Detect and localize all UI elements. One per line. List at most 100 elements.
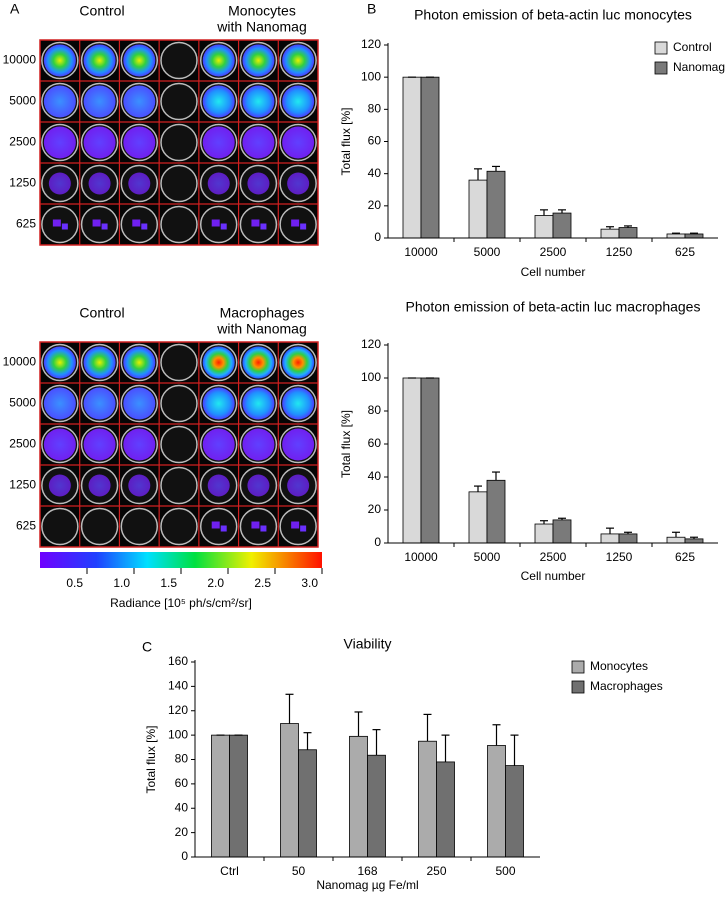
well-signal bbox=[251, 219, 260, 227]
x-tick-label: 2500 bbox=[540, 550, 567, 564]
well-signal bbox=[83, 428, 116, 461]
well-signal bbox=[43, 44, 76, 77]
y-tick-label: 120 bbox=[361, 337, 381, 351]
well-signal bbox=[132, 219, 141, 227]
x-axis-label: Nanomag µg Fe/ml bbox=[316, 878, 418, 892]
y-tick-label: 20 bbox=[368, 502, 382, 516]
x-tick-label: 5000 bbox=[474, 245, 501, 259]
error-bar bbox=[540, 520, 548, 525]
error-bar bbox=[624, 531, 632, 534]
well-signal bbox=[242, 126, 275, 159]
well-ring bbox=[160, 164, 198, 203]
well-signal bbox=[247, 474, 270, 497]
well-ring bbox=[160, 384, 198, 423]
legend-swatch bbox=[654, 41, 668, 55]
bar bbox=[666, 536, 686, 544]
y-tick-label: 60 bbox=[368, 134, 382, 148]
panel-label: C bbox=[142, 639, 152, 655]
well-signal bbox=[123, 126, 156, 159]
x-tick-label: 625 bbox=[675, 550, 695, 564]
well-signal bbox=[141, 223, 148, 230]
well-signal bbox=[123, 44, 156, 77]
well-ring bbox=[160, 123, 198, 162]
x-tick-label: 1250 bbox=[606, 245, 633, 259]
well-signal bbox=[291, 219, 300, 227]
well-signal bbox=[242, 85, 275, 118]
y-tick-label: 120 bbox=[361, 37, 381, 51]
row-label: 2500 bbox=[9, 135, 36, 149]
well-ring bbox=[160, 205, 198, 244]
row-label: 5000 bbox=[9, 396, 36, 410]
well-signal bbox=[88, 172, 111, 195]
well-ring bbox=[80, 507, 119, 546]
well-signal bbox=[43, 85, 76, 118]
bar bbox=[666, 233, 686, 239]
error-bar bbox=[423, 713, 432, 742]
row-label: 1250 bbox=[9, 478, 36, 492]
well-ring bbox=[41, 507, 79, 546]
well-signal bbox=[128, 172, 151, 195]
well-signal bbox=[242, 387, 275, 420]
x-tick-label: Ctrl bbox=[220, 864, 239, 878]
y-tick-label: 0 bbox=[374, 230, 381, 244]
well-signal bbox=[43, 428, 76, 461]
bar bbox=[552, 212, 572, 239]
error-bar bbox=[285, 693, 294, 724]
well-signal bbox=[242, 44, 275, 77]
well-signal bbox=[242, 428, 275, 461]
y-tick-label: 0 bbox=[374, 535, 381, 549]
well-signal bbox=[251, 521, 260, 529]
bar bbox=[486, 479, 506, 544]
well-signal bbox=[282, 85, 315, 118]
y-tick-label: 60 bbox=[368, 436, 382, 450]
well-signal bbox=[260, 223, 267, 230]
x-tick-label: 10000 bbox=[404, 245, 438, 259]
bar bbox=[229, 734, 248, 858]
error-bar bbox=[474, 168, 482, 181]
well-ring bbox=[160, 343, 198, 382]
error-bar bbox=[558, 209, 566, 214]
bar bbox=[280, 723, 299, 858]
y-tick-label: 40 bbox=[368, 469, 382, 483]
well-signal bbox=[83, 85, 116, 118]
bar bbox=[298, 749, 317, 858]
error-bar bbox=[540, 209, 548, 216]
y-axis-label: Total flux [%] bbox=[339, 410, 353, 478]
bar bbox=[211, 734, 230, 858]
well-signal bbox=[92, 219, 101, 227]
row-label: 10000 bbox=[3, 53, 37, 67]
y-tick-label: 120 bbox=[168, 703, 188, 717]
y-axis-label: Total flux [%] bbox=[144, 725, 158, 793]
y-tick-label: 20 bbox=[175, 825, 189, 839]
well-ring bbox=[160, 425, 198, 464]
well-signal bbox=[282, 387, 315, 420]
well-signal bbox=[207, 172, 230, 195]
bar bbox=[486, 170, 506, 239]
well-signal bbox=[202, 44, 235, 77]
well-signal bbox=[260, 525, 267, 532]
colorbar-tick-label: 0.5 bbox=[66, 576, 83, 590]
row-label: 625 bbox=[16, 217, 36, 231]
well-signal bbox=[247, 172, 270, 195]
well-signal bbox=[202, 428, 235, 461]
y-tick-label: 80 bbox=[368, 102, 382, 116]
well-signal bbox=[300, 525, 307, 532]
legend-swatch bbox=[654, 61, 668, 75]
well-signal bbox=[101, 223, 108, 230]
plate-header: Monocytes bbox=[228, 3, 296, 19]
well-signal bbox=[211, 521, 220, 529]
well-signal bbox=[202, 346, 235, 379]
well-signal bbox=[282, 44, 315, 77]
panel-label: A bbox=[10, 1, 20, 17]
well-signal bbox=[83, 126, 116, 159]
well-signal bbox=[202, 126, 235, 159]
legend-label: Monocytes bbox=[590, 659, 648, 673]
well-signal bbox=[52, 219, 61, 227]
well-signal bbox=[220, 525, 227, 532]
y-tick-label: 100 bbox=[168, 727, 188, 741]
x-axis-label: Cell number bbox=[521, 265, 586, 279]
error-bar bbox=[354, 711, 363, 737]
colorbar-tick-label: 3.0 bbox=[301, 576, 318, 590]
plate-header: Macrophages bbox=[220, 305, 305, 321]
legend-swatch bbox=[571, 660, 585, 674]
